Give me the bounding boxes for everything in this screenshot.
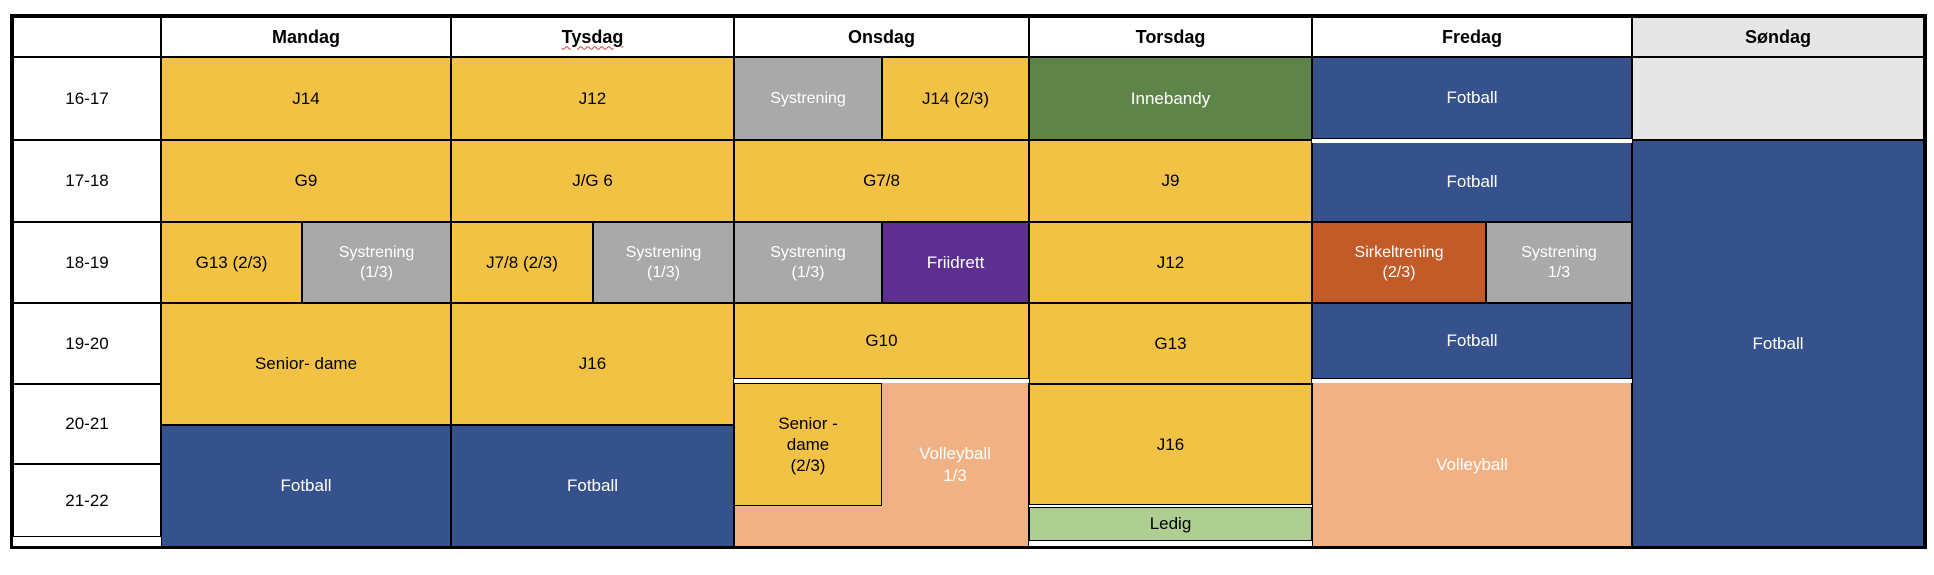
day-header-label: Søndag bbox=[1745, 26, 1811, 47]
block-onsdag-g78[interactable]: G7/8 bbox=[734, 140, 1029, 222]
day-header-torsdag: Torsdag bbox=[1029, 17, 1312, 57]
time-row-label-16-17: 16-17 bbox=[13, 57, 161, 140]
block-tysdag-j78[interactable]: J7/8 (2/3) bbox=[451, 222, 593, 303]
block-onsdag-senior-dame[interactable]: Senior - dame (2/3) bbox=[734, 383, 882, 506]
block-tysdag-j16[interactable]: J16 bbox=[451, 303, 734, 425]
block-torsdag-innebandy[interactable]: Innebandy bbox=[1029, 57, 1312, 140]
block-fredag-systrening[interactable]: Systrening 1/3 bbox=[1486, 222, 1632, 303]
block-torsdag-ledig[interactable]: Ledig bbox=[1029, 507, 1312, 541]
day-header-label: Mandag bbox=[271, 26, 340, 47]
block-mandag-systrening[interactable]: Systrening (1/3) bbox=[302, 222, 451, 303]
block-torsdag-j9[interactable]: J9 bbox=[1029, 140, 1312, 222]
block-tysdag-j12[interactable]: J12 bbox=[451, 57, 734, 140]
day-header-label-misspelled: Tysdag bbox=[561, 26, 624, 47]
block-torsdag-j16[interactable]: J16 bbox=[1029, 384, 1312, 505]
block-mandag-fotball[interactable]: Fotball bbox=[161, 425, 451, 546]
block-fredag-sirkeltrening[interactable]: Sirkeltrening (2/3) bbox=[1312, 222, 1486, 303]
block-fredag-volleyball[interactable]: Volleyball bbox=[1312, 383, 1632, 546]
block-mandag-g9[interactable]: G9 bbox=[161, 140, 451, 222]
day-header-label: Onsdag bbox=[847, 26, 915, 47]
time-row-label-20-21: 20-21 bbox=[13, 384, 161, 464]
block-fredag-fotball-1617[interactable]: Fotball bbox=[1312, 57, 1632, 139]
block-mandag-senior-dame[interactable]: Senior- dame bbox=[161, 303, 451, 425]
time-row-label-21-22: 21-22 bbox=[13, 464, 161, 537]
time-row-label-19-20: 19-20 bbox=[13, 303, 161, 384]
time-row-label-18-19: 18-19 bbox=[13, 222, 161, 303]
corner-header-cell bbox=[13, 17, 161, 57]
block-fredag-fotball-1718[interactable]: Fotball bbox=[1312, 143, 1632, 222]
day-header-fredag: Fredag bbox=[1312, 17, 1632, 57]
day-header-label: Fredag bbox=[1441, 26, 1502, 47]
block-onsdag-systrening-1617[interactable]: Systrening bbox=[734, 57, 882, 140]
block-mandag-g13[interactable]: G13 (2/3) bbox=[161, 222, 302, 303]
block-tysdag-systrening[interactable]: Systrening (1/3) bbox=[593, 222, 734, 303]
day-header-tysdag: Tysdag bbox=[451, 17, 734, 57]
block-tysdag-jg6[interactable]: J/G 6 bbox=[451, 140, 734, 222]
block-torsdag-g13[interactable]: G13 bbox=[1029, 303, 1312, 384]
day-header-mandag: Mandag bbox=[161, 17, 451, 57]
block-onsdag-systrening-1819[interactable]: Systrening (1/3) bbox=[734, 222, 882, 303]
block-torsdag-j12[interactable]: J12 bbox=[1029, 222, 1312, 303]
block-onsdag-volleyball-extension[interactable] bbox=[734, 506, 882, 546]
block-sondag-fotball[interactable]: Fotball bbox=[1632, 140, 1924, 546]
day-header-label: Torsdag bbox=[1135, 26, 1206, 47]
block-onsdag-g10[interactable]: G10 bbox=[734, 303, 1029, 379]
time-row-label-17-18: 17-18 bbox=[13, 140, 161, 222]
block-fredag-fotball-1920[interactable]: Fotball bbox=[1312, 303, 1632, 379]
block-tysdag-fotball[interactable]: Fotball bbox=[451, 425, 734, 546]
block-sondag-empty[interactable] bbox=[1632, 57, 1924, 140]
block-onsdag-j14[interactable]: J14 (2/3) bbox=[882, 57, 1029, 140]
block-onsdag-friidrett[interactable]: Friidrett bbox=[882, 222, 1029, 303]
day-header-sondag: Søndag bbox=[1632, 17, 1924, 57]
block-onsdag-volleyball[interactable]: Volleyball 1/3 bbox=[882, 383, 1029, 546]
block-mandag-j14[interactable]: J14 bbox=[161, 57, 451, 140]
day-header-onsdag: Onsdag bbox=[734, 17, 1029, 57]
